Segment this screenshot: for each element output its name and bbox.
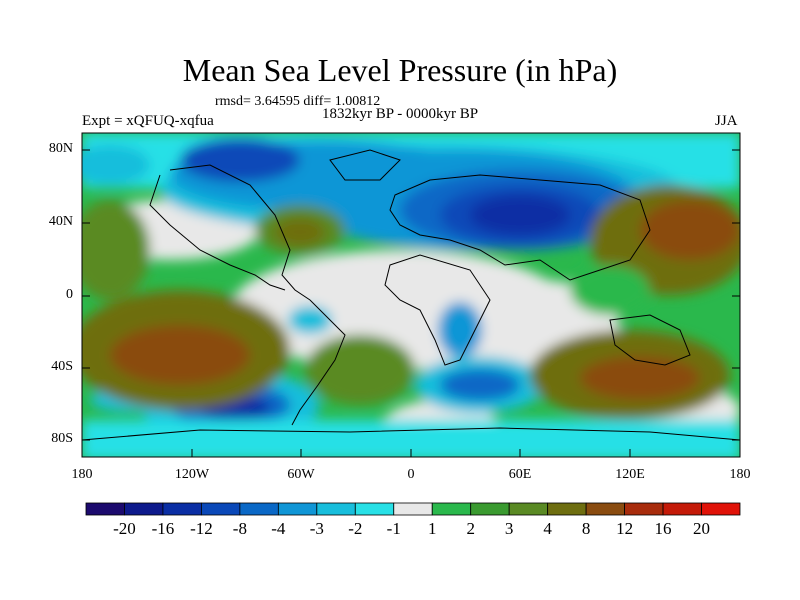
lat-label-40n: 40N xyxy=(48,214,73,229)
lon-label-180e: 180 xyxy=(729,467,751,482)
colorbar-swatch xyxy=(585,502,625,516)
colorbar-swatch xyxy=(162,502,202,516)
lon-label-60e: 60E xyxy=(508,467,532,482)
lon-label-0: 0 xyxy=(407,467,415,482)
colorbar-swatch xyxy=(701,502,741,516)
lat-label-0: 0 xyxy=(66,287,73,302)
colorbar-swatch xyxy=(85,502,125,516)
colorbar-label: 2 xyxy=(466,519,475,538)
lon-ticks xyxy=(81,449,741,457)
colorbar-label: -12 xyxy=(190,519,213,538)
colorbar-label: 12 xyxy=(616,519,634,538)
lat-ticks xyxy=(82,149,740,441)
colorbar-swatch xyxy=(239,502,279,516)
colorbar-label: -3 xyxy=(309,519,324,538)
colorbar-swatch xyxy=(508,502,549,516)
colorbar-label: 20 xyxy=(693,519,711,538)
season-label: JJA xyxy=(715,113,738,129)
colorbar-label: -2 xyxy=(348,519,363,538)
chart-title: Mean Sea Level Pressure (in hPa) xyxy=(182,52,618,88)
stats-text: rmsd= 3.64595 diff= 1.00812 xyxy=(215,94,381,109)
colorbar-swatch xyxy=(431,502,472,516)
colorbar-label: -4 xyxy=(271,519,286,538)
colorbar-swatch xyxy=(124,502,164,516)
colorbar-swatch xyxy=(201,502,241,516)
colorbar-label: 16 xyxy=(654,519,672,538)
coastlines xyxy=(82,149,740,441)
lon-label-120e: 120E xyxy=(615,467,645,482)
colorbar-swatch xyxy=(662,502,702,516)
map-field xyxy=(82,133,740,457)
colorbar-swatch xyxy=(277,502,318,516)
colorbar-label: 3 xyxy=(504,519,514,538)
colorbar-swatch xyxy=(393,502,433,516)
colorbar-label: 8 xyxy=(581,519,591,538)
colorbar-label: -8 xyxy=(232,519,247,538)
period-text: 1832kyr BP - 0000kyr BP xyxy=(322,106,479,122)
lat-label-40s: 40S xyxy=(51,359,73,374)
colorbar-label: 1 xyxy=(427,519,437,538)
colorbar-label: -1 xyxy=(386,519,401,538)
experiment-label: Expt = xQFUQ-xqfua xyxy=(82,113,214,129)
lon-label-60w: 60W xyxy=(287,467,315,482)
colorbar-label: -20 xyxy=(113,519,136,538)
colorbar-swatch xyxy=(624,502,664,516)
lat-label-80s: 80S xyxy=(51,431,73,446)
lon-label-180w: 180 xyxy=(71,467,93,482)
colorbar-swatch xyxy=(354,502,395,516)
colorbar-swatch xyxy=(470,502,510,516)
colorbar-swatch xyxy=(316,502,356,516)
lat-label-80n: 80N xyxy=(48,141,73,156)
colorbar xyxy=(85,502,741,516)
colorbar-label: 4 xyxy=(543,519,552,538)
colorbar-swatch xyxy=(547,502,587,516)
colorbar-label: -16 xyxy=(151,519,175,538)
lon-label-120w: 120W xyxy=(174,467,210,482)
